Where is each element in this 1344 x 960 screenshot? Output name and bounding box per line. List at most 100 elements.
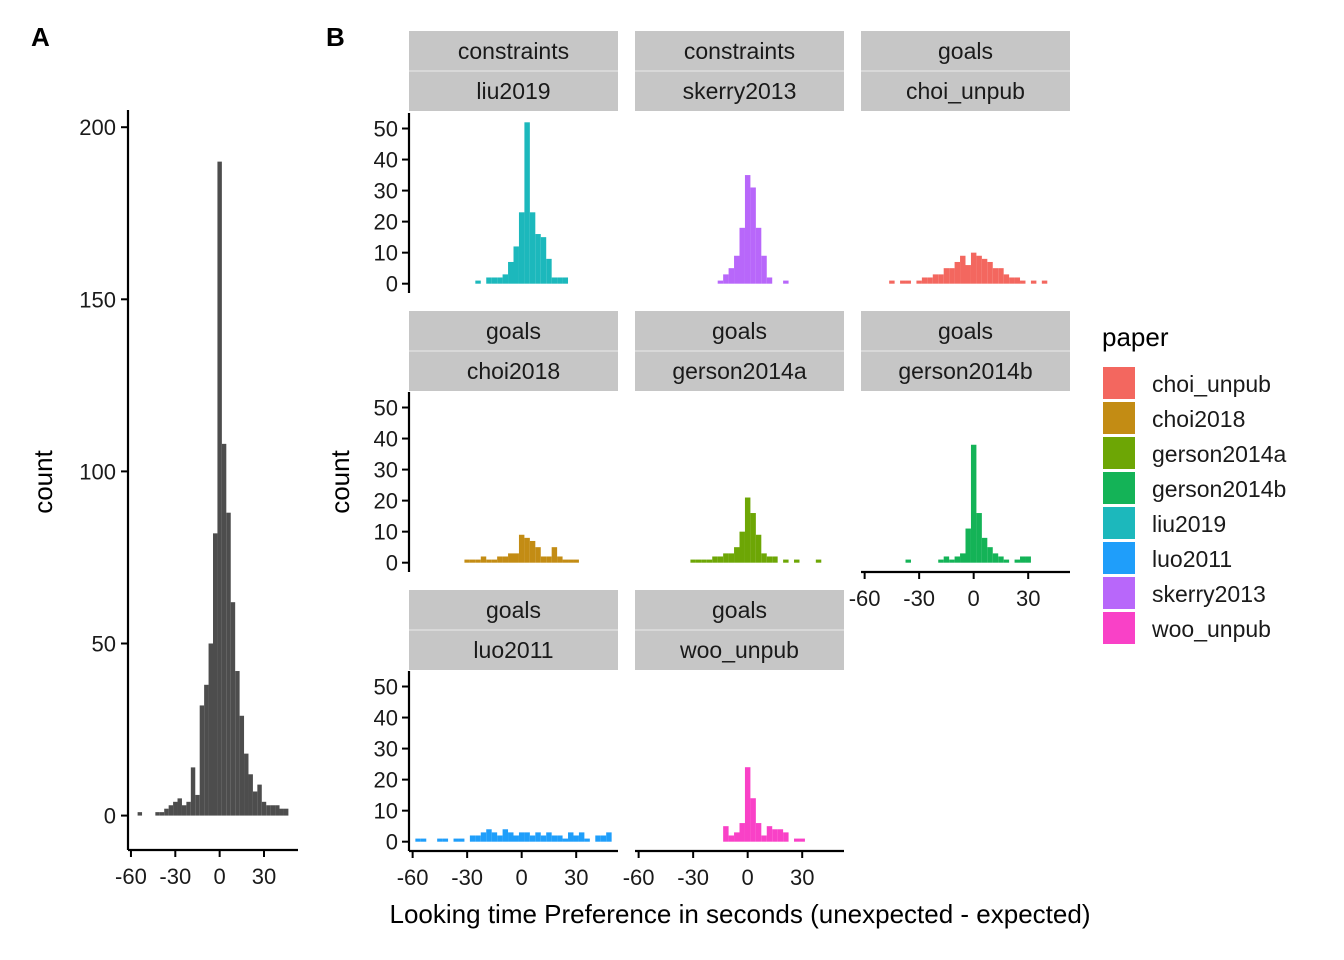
histogram-bar xyxy=(744,767,751,842)
histogram-bar xyxy=(606,832,612,842)
histogram-bar xyxy=(513,246,519,284)
histogram-bar xyxy=(783,280,789,284)
histogram-bar xyxy=(755,823,762,842)
histogram-bar xyxy=(717,280,724,284)
histogram-bar xyxy=(497,277,503,284)
facet-strip-bottom xyxy=(409,630,618,670)
histogram-bar xyxy=(981,537,988,563)
histogram-bar xyxy=(190,767,196,816)
histogram-bar xyxy=(954,261,961,284)
y-tick-label: 40 xyxy=(374,148,398,173)
histogram-bar xyxy=(965,528,971,563)
histogram-bar xyxy=(244,753,249,816)
histogram-bar xyxy=(761,835,767,842)
panel-b-tag: B xyxy=(326,22,345,52)
histogram-bar xyxy=(761,255,767,284)
histogram-bar xyxy=(938,274,944,284)
x-tick-label: -30 xyxy=(903,586,935,611)
histogram-bar xyxy=(750,187,756,284)
histogram-bar xyxy=(275,805,280,816)
histogram-bar xyxy=(976,255,982,284)
facet-strip-top xyxy=(635,590,844,630)
x-tick-label: 0 xyxy=(214,864,226,889)
histogram-bar xyxy=(551,547,558,563)
panel-b-facets: constraintsliu201901020304050constraints… xyxy=(374,31,1070,890)
facet-strip-bottom xyxy=(861,351,1070,391)
legend-swatch xyxy=(1103,437,1135,469)
facet-strip-label: goals xyxy=(712,597,767,623)
panel-a-axes: 0 50 100 150 200 -60 -30 0 30 xyxy=(79,110,298,889)
histogram-bar xyxy=(728,553,735,563)
histogram-bar xyxy=(475,559,481,563)
histogram-bar xyxy=(728,268,735,284)
facet-strip-top xyxy=(861,31,1070,71)
histogram-bar xyxy=(701,559,707,563)
histogram-bar xyxy=(137,812,143,816)
histogram-bar xyxy=(195,794,200,816)
histogram-bar xyxy=(437,838,443,842)
histogram-bar xyxy=(723,826,729,842)
histogram-bar xyxy=(458,838,465,842)
histogram-bar xyxy=(562,277,569,284)
x-tick-label: 30 xyxy=(564,865,588,890)
histogram-bar xyxy=(1025,556,1031,563)
facet-strip-bottom xyxy=(409,351,618,391)
panel-a-tag: A xyxy=(31,22,50,52)
histogram-bar xyxy=(943,268,950,284)
x-tick-label: 0 xyxy=(516,865,528,890)
facet-strip-label: skerry2013 xyxy=(683,78,797,104)
histogram-bar xyxy=(524,122,530,284)
y-tick-label: 0 xyxy=(386,551,398,576)
histogram-bar xyxy=(794,838,800,842)
panel-b: constraintsliu201901020304050constraints… xyxy=(325,31,1090,929)
histogram-bar xyxy=(981,258,988,284)
facet-strip-top xyxy=(861,311,1070,351)
histogram-bar xyxy=(921,277,928,284)
histogram-bar xyxy=(734,832,740,842)
facet-luo2011: goals luo2011 0 10 20 30 40 50 -60 -30 0 30 xyxy=(374,590,618,890)
facet-strip-top xyxy=(635,31,844,71)
facet-liu2019: constraints liu2019 0 10 20 30 40 50 xyxy=(374,31,618,297)
legend-swatch xyxy=(1103,612,1135,644)
y-tick-label: 50 xyxy=(374,396,398,421)
histogram-bar xyxy=(772,556,778,563)
legend-label: luo2011 xyxy=(1152,546,1232,572)
histogram-bar xyxy=(992,553,999,563)
y-tick-label: 30 xyxy=(374,458,398,483)
facet-strip-label: gerson2014a xyxy=(672,358,806,384)
histogram-bar xyxy=(900,280,906,284)
y-tick-label: 10 xyxy=(374,241,398,266)
histogram-bar xyxy=(932,274,939,284)
histogram-bar xyxy=(164,808,169,816)
histogram-bar xyxy=(159,812,165,816)
panel-b-y-axis-title: count xyxy=(325,449,355,513)
facet-choi2018: goals choi2018 0 10 20 30 40 50 xyxy=(374,311,618,576)
histogram-bar xyxy=(257,784,262,816)
histogram-bar xyxy=(783,832,789,842)
facet-strip-label: constraints xyxy=(458,38,569,64)
legend-label: gerson2014b xyxy=(1152,476,1286,502)
legend-item-gerson2014a: gerson2014a xyxy=(1103,437,1286,469)
panel-a: 0 50 100 150 200 -60 -30 0 30 count xyxy=(28,110,298,889)
histogram-bar xyxy=(739,823,745,842)
x-tick-label: -60 xyxy=(849,586,881,611)
histogram-bar xyxy=(815,559,822,563)
histogram-bar xyxy=(475,280,481,284)
histogram-bar xyxy=(230,602,236,816)
histogram-bar xyxy=(706,559,713,563)
legend-label: skerry2013 xyxy=(1152,581,1266,607)
x-tick-label: 30 xyxy=(252,864,276,889)
histogram-bar xyxy=(905,280,911,284)
histogram-bar xyxy=(252,791,258,816)
histogram-bar xyxy=(949,268,955,284)
histogram-bar xyxy=(261,801,267,816)
histogram-bar xyxy=(695,559,702,563)
histogram-bar xyxy=(546,832,552,842)
y-tick-label: 40 xyxy=(374,427,398,452)
facet-strip-label: goals xyxy=(938,318,993,344)
histogram-bar xyxy=(943,556,950,563)
x-tick-label: 30 xyxy=(1016,586,1040,611)
histogram-bar xyxy=(155,812,160,816)
histogram-bar xyxy=(502,274,509,284)
histogram-bar xyxy=(173,801,178,816)
